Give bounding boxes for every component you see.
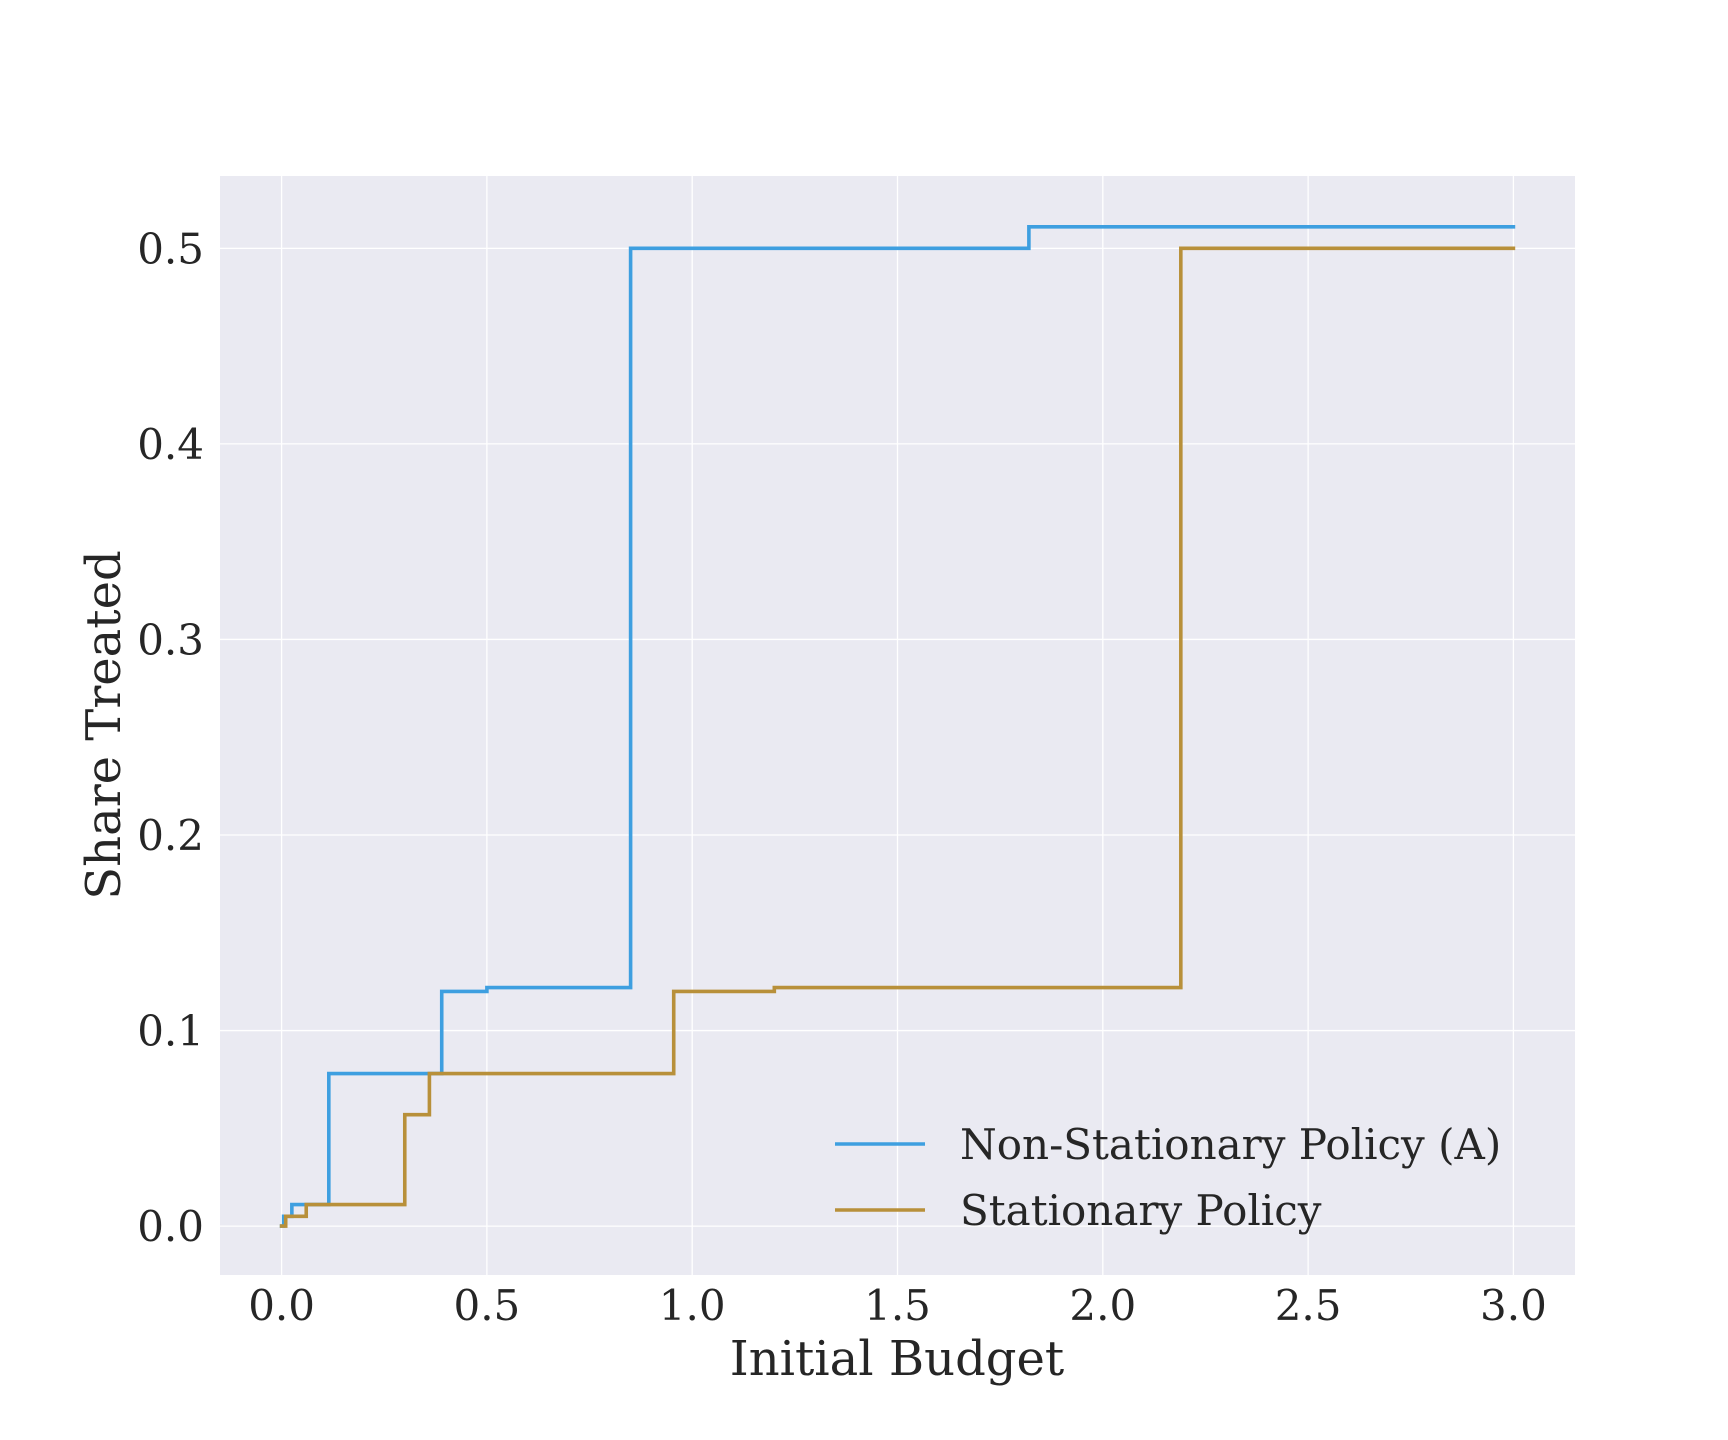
y-tick-labels: 0.0 0.1 0.2 0.3 0.4 0.5 (137, 224, 204, 1251)
y-tick-label: 0.0 (137, 1202, 204, 1251)
y-tick-label: 0.3 (137, 615, 204, 664)
y-tick-label: 0.1 (137, 1007, 204, 1056)
x-tick-label: 0.5 (453, 1281, 520, 1330)
y-tick-label: 0.4 (137, 420, 204, 469)
x-tick-labels: 0.0 0.5 1.0 1.5 2.0 2.5 3.0 (248, 1281, 1547, 1330)
x-tick-label: 1.5 (864, 1281, 931, 1330)
x-tick-label: 3.0 (1480, 1281, 1547, 1330)
x-tick-label: 2.0 (1069, 1281, 1136, 1330)
legend-label: Stationary Policy (960, 1186, 1322, 1235)
y-tick-label: 0.5 (137, 224, 204, 273)
x-axis-label: Initial Budget (730, 1331, 1064, 1387)
series-layer (279, 225, 1516, 1228)
y-tick-label: 0.2 (137, 811, 204, 860)
x-tick-label: 0.0 (248, 1281, 315, 1330)
grid (220, 176, 1575, 1275)
legend: Non-Stationary Policy (A) Stationary Poli… (835, 1120, 1501, 1235)
legend-label: Non-Stationary Policy (A) (960, 1120, 1501, 1169)
x-tick-label: 1.0 (659, 1281, 726, 1330)
y-axis-label: Share Treated (76, 550, 132, 899)
series-line-2 (279, 246, 1516, 1228)
x-tick-label: 2.5 (1275, 1281, 1342, 1330)
